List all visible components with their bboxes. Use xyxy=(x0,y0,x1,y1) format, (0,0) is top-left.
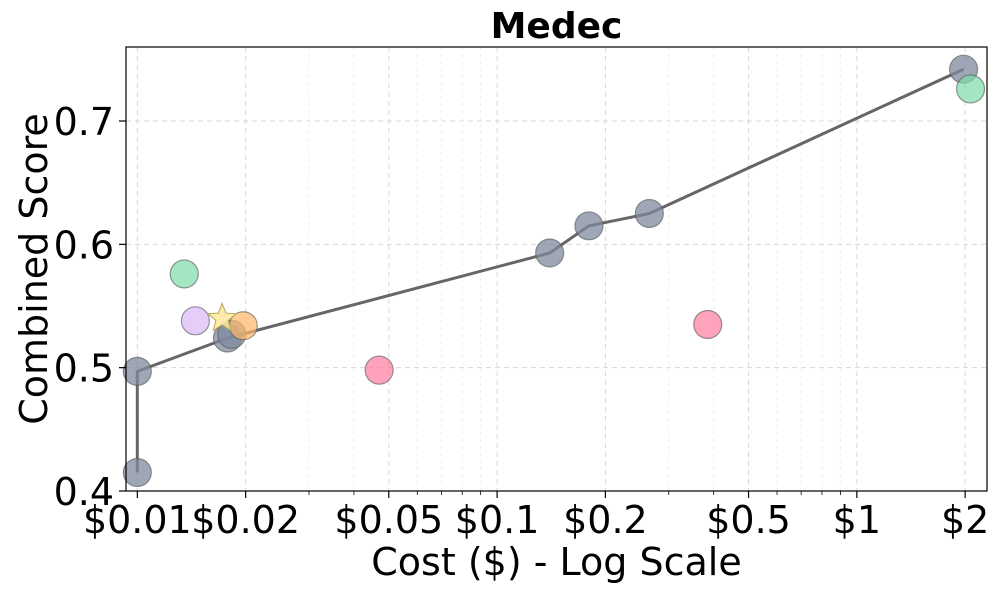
x-tick-label: $0.5 xyxy=(706,498,791,542)
data-point xyxy=(693,309,723,340)
x-tick-label: $0.1 xyxy=(455,498,540,542)
frontier-line-layer xyxy=(135,67,965,473)
x-tick-label: $0.02 xyxy=(191,498,300,542)
data-point xyxy=(169,259,199,289)
grid xyxy=(126,47,987,492)
data-point xyxy=(364,355,394,385)
frontier-line xyxy=(135,67,965,473)
frontier-point xyxy=(122,457,152,488)
chart-title: Medec xyxy=(491,6,623,47)
plot-frame xyxy=(125,46,988,492)
frontier-point xyxy=(574,211,604,241)
y-tick-label: 0.7 xyxy=(54,100,114,144)
frontier-point xyxy=(634,198,664,229)
x-tick-label: $2 xyxy=(941,498,989,542)
points-layer xyxy=(122,54,986,488)
data-point xyxy=(180,306,210,336)
x-tick-label: $0.2 xyxy=(563,498,648,542)
ticks: $0.01 $0.02 $0.05 $0.1 $0.2 $0.5 $1 $2 0.4 0.5 0.6… xyxy=(54,100,990,542)
x-axis-label: Cost ($) - Log Scale xyxy=(371,540,741,584)
x-tick-label: $0.05 xyxy=(334,498,443,542)
frontier-point xyxy=(535,238,565,268)
frontier-point xyxy=(122,356,152,386)
data-point xyxy=(955,74,986,104)
star-point xyxy=(206,301,238,332)
y-tick-label: 0.6 xyxy=(54,223,114,267)
x-tick-label: $0.01 xyxy=(83,498,192,542)
y-tick-label: 0.5 xyxy=(54,347,114,391)
y-tick-label: 0.4 xyxy=(54,470,114,514)
y-axis-label: Combined Score xyxy=(12,113,56,425)
x-tick-label: $1 xyxy=(833,498,881,542)
